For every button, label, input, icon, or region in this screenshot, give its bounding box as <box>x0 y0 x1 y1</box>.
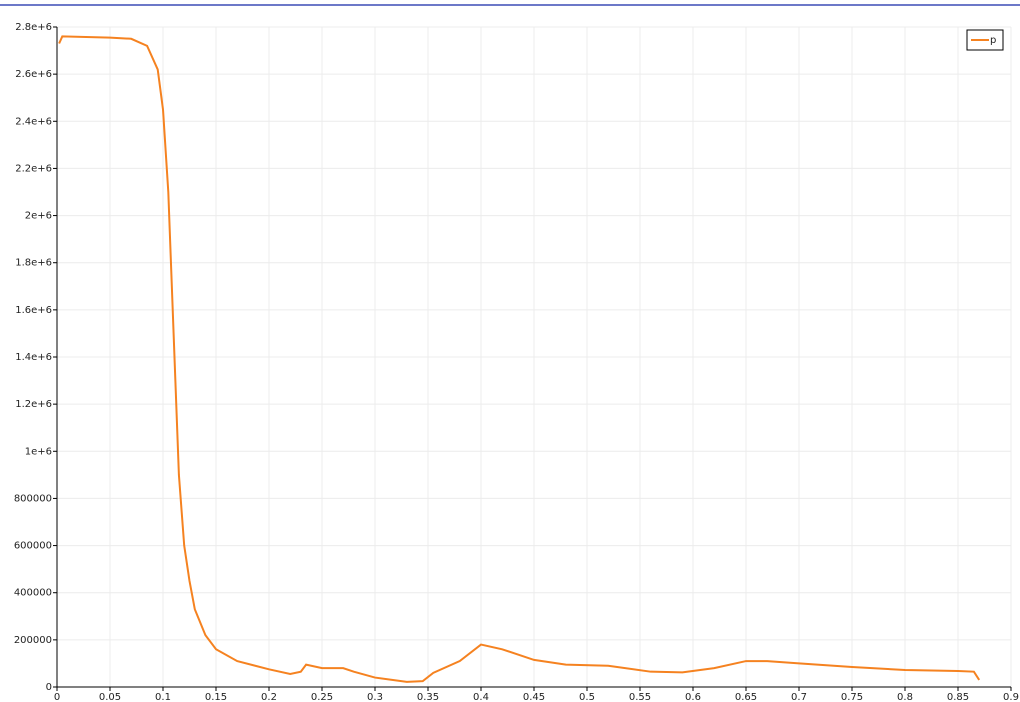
x-tick-label: 0.1 <box>155 692 171 702</box>
x-tick-label: 0.2 <box>261 692 277 702</box>
x-tick-label: 0.5 <box>579 692 595 702</box>
line-series <box>58 35 981 683</box>
x-tick-label: 0.45 <box>523 692 545 702</box>
x-tick-label: 0.35 <box>417 692 439 702</box>
x-tick-label: 0.85 <box>947 692 969 702</box>
y-tick-label: 1.2e+6 <box>15 399 52 410</box>
y-tick-label: 1.4e+6 <box>15 352 52 363</box>
x-tick-label: 0.75 <box>841 692 863 702</box>
y-tick-label: 2e+6 <box>25 211 52 222</box>
x-tick-label: 0.8 <box>897 692 913 702</box>
y-tick-label: 1.8e+6 <box>15 258 52 269</box>
x-tick-label: 0.65 <box>735 692 757 702</box>
y-tick-label: 0 <box>46 682 52 693</box>
y-tick-label: 2.4e+6 <box>15 116 52 127</box>
y-tick-label: 600000 <box>14 541 52 552</box>
y-tick-label: 2.2e+6 <box>15 163 52 174</box>
x-tick-label: 0.7 <box>791 692 807 702</box>
y-tick-label: 1.6e+6 <box>15 305 52 316</box>
x-tick-label: 0.25 <box>311 692 333 702</box>
x-tick-label: 0.15 <box>205 692 227 702</box>
y-tick-label: 2.8e+6 <box>15 22 52 33</box>
y-tick-label: 400000 <box>14 588 52 599</box>
x-tick-label: 0.9 <box>1003 692 1019 702</box>
x-tick-label: 0.55 <box>629 692 651 702</box>
y-tick-label: 2.6e+6 <box>15 69 52 80</box>
x-tick-label: 0.3 <box>367 692 383 702</box>
legend-label: p <box>990 35 996 46</box>
x-tick-label: 0.4 <box>473 692 489 702</box>
x-tick-label: 0.05 <box>99 692 121 702</box>
y-tick-label: 800000 <box>14 493 52 504</box>
x-tick-label: 0 <box>54 692 60 702</box>
y-tick-label: 200000 <box>14 635 52 646</box>
y-tick-label: 1e+6 <box>25 446 52 457</box>
x-tick-label: 0.6 <box>685 692 701 702</box>
